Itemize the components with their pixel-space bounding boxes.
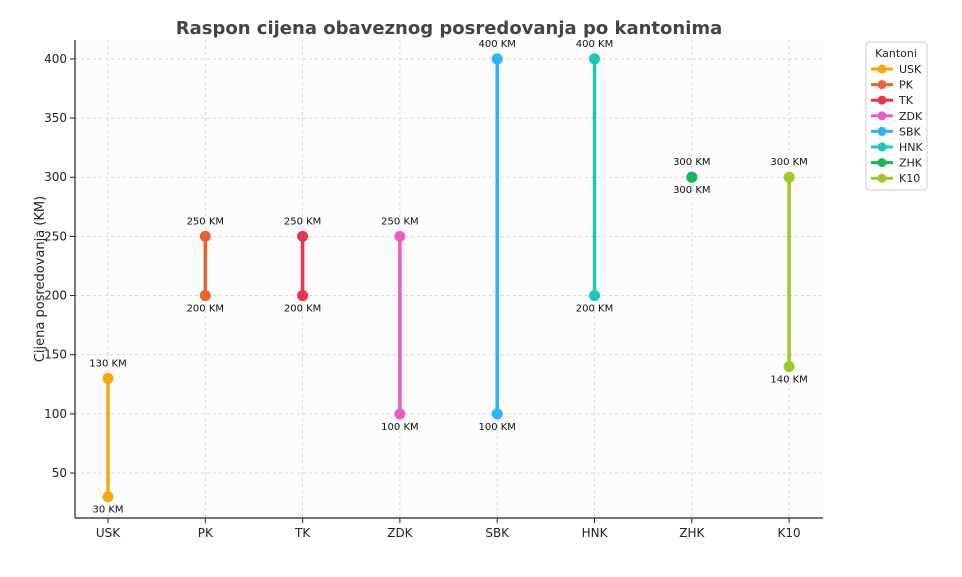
legend-marker	[877, 80, 887, 90]
legend-label: ZHK	[899, 157, 923, 170]
max-value-label: 250 KM	[381, 216, 418, 227]
min-point	[589, 290, 600, 302]
legend: Kantoni USK PK TK ZDK SBK HNK ZHK K10	[865, 41, 928, 191]
legend-label: USK	[899, 63, 922, 76]
y-tick-label: 350	[44, 111, 67, 125]
legend-item-pk: PK	[871, 79, 914, 92]
max-value-label: 400 KM	[478, 39, 515, 50]
min-value-label: 200 KM	[576, 304, 613, 315]
y-tick-label: 100	[44, 407, 67, 421]
legend-title: Kantoni	[875, 47, 917, 60]
series-zhk	[686, 171, 698, 183]
min-value-label: 300 KM	[673, 185, 710, 196]
max-value-label: 300 KM	[673, 157, 710, 168]
max-value-label: 250 KM	[284, 216, 321, 227]
legend-item-hnk: HNK	[871, 141, 924, 154]
legend-label: HNK	[899, 141, 924, 154]
y-tick-label: 150	[44, 348, 67, 362]
min-value-label: 100 KM	[381, 422, 418, 433]
max-point	[102, 372, 114, 384]
max-point	[686, 171, 698, 183]
legend-marker	[877, 64, 887, 74]
max-point	[589, 53, 600, 65]
min-point	[783, 361, 795, 373]
series-k10	[783, 171, 795, 373]
legend-marker	[877, 126, 887, 136]
legend-label: SBK	[899, 125, 922, 138]
min-point	[102, 491, 114, 503]
x-tick-label: ZDK	[387, 526, 413, 540]
max-value-label: 130 KM	[89, 358, 126, 369]
y-axis-label: Cijena posredovanja (KM)	[33, 196, 48, 362]
legend-marker	[877, 95, 887, 105]
x-tick-label: SBK	[485, 526, 510, 540]
data-labels: 130 KM 30 KM 250 KM 200 KM 250 KM 200 KM 250 K…	[89, 39, 808, 516]
y-tick-label: 300	[44, 170, 67, 184]
legend-item-sbk: SBK	[871, 125, 922, 138]
legend-items: USK PK TK ZDK SBK HNK ZHK K10	[871, 63, 924, 185]
min-point	[491, 408, 503, 420]
max-point	[394, 230, 406, 242]
x-tick-label: HNK	[582, 526, 609, 540]
max-value-label: 300 KM	[770, 157, 807, 168]
x-tick-label: TK	[294, 526, 311, 540]
legend-item-zhk: ZHK	[871, 157, 923, 170]
max-value-label: 400 KM	[576, 39, 613, 50]
legend-item-tk: TK	[871, 94, 914, 107]
series-usk	[102, 372, 114, 503]
min-point	[394, 408, 406, 420]
y-tick-label: 50	[52, 466, 67, 480]
min-value-label: 30 KM	[92, 505, 123, 516]
legend-marker	[877, 158, 887, 168]
min-value-label: 200 KM	[187, 304, 224, 315]
series-zdk	[394, 230, 406, 420]
series-sbk	[491, 53, 503, 420]
max-value-label: 250 KM	[187, 216, 224, 227]
axes	[74, 40, 823, 519]
legend-item-usk: USK	[871, 63, 922, 76]
min-value-label: 200 KM	[284, 304, 321, 315]
legend-label: TK	[898, 94, 914, 107]
x-tick-labels: USK PK TK ZDK SBK HNK ZHK K10	[96, 518, 801, 540]
legend-item-zdk: ZDK	[871, 110, 923, 123]
legend-box	[865, 41, 928, 191]
legend-marker	[877, 142, 887, 152]
y-tick-labels: 50 100 150 200 250 300 350 400	[44, 52, 75, 480]
series-pk	[199, 230, 211, 302]
legend-label: PK	[899, 79, 914, 92]
chart-title: Raspon cijena obaveznog posredovanja po …	[176, 18, 723, 39]
x-tick-label: USK	[96, 526, 121, 540]
x-tick-label: ZHK	[679, 526, 705, 540]
y-tick-label: 250	[44, 229, 67, 243]
y-tick-label: 200	[44, 289, 67, 303]
x-tick-label: K10	[778, 526, 801, 540]
max-point	[783, 171, 795, 183]
max-point	[297, 230, 309, 242]
min-value-label: 140 KM	[770, 375, 807, 386]
max-point	[491, 53, 503, 65]
min-point	[199, 290, 211, 302]
legend-label: ZDK	[899, 110, 923, 123]
max-point	[199, 230, 211, 242]
legend-marker	[877, 111, 887, 121]
plot-area	[75, 40, 823, 518]
y-tick-label: 400	[44, 52, 67, 66]
legend-marker	[877, 173, 887, 183]
series-hnk	[589, 53, 600, 302]
series-tk	[297, 230, 309, 302]
min-point	[297, 290, 309, 302]
legend-item-k10: K10	[871, 172, 920, 185]
min-value-label: 100 KM	[478, 422, 515, 433]
x-tick-label: PK	[198, 526, 214, 540]
legend-label: K10	[899, 172, 920, 185]
series	[102, 53, 795, 503]
